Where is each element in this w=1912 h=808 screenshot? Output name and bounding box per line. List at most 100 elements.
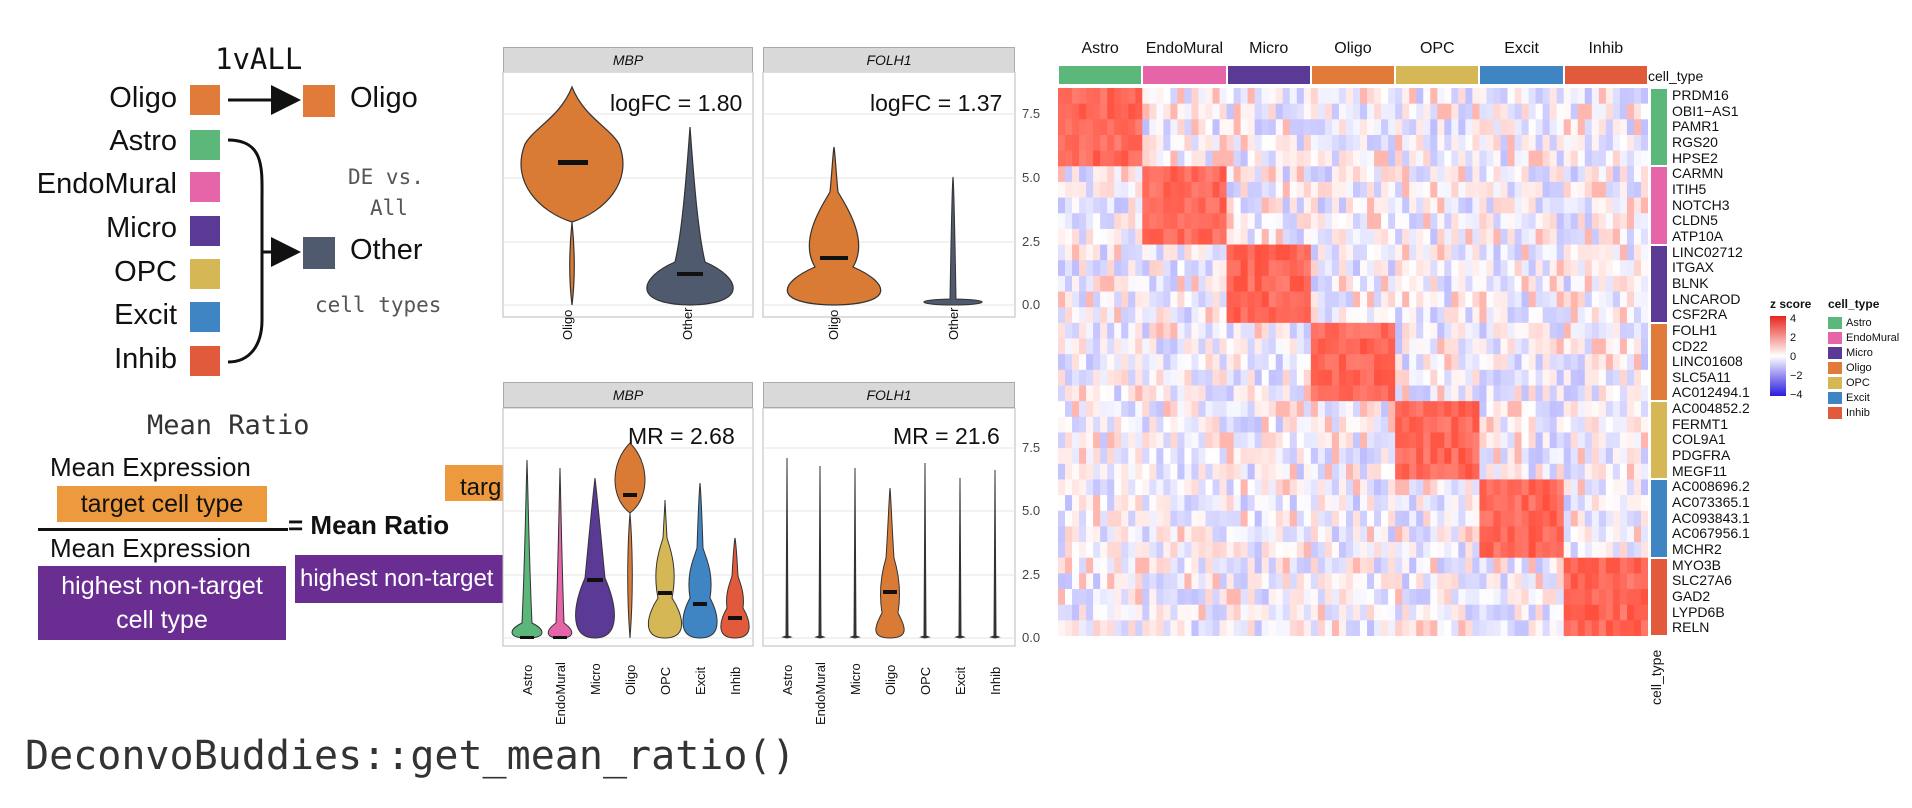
heatmap-cell (1275, 307, 1284, 324)
heatmap-cell (1549, 416, 1558, 433)
heatmap-cell (1163, 385, 1171, 402)
heatmap-cell (1619, 322, 1628, 339)
heatmap-cell (1226, 432, 1234, 449)
heatmap-cell (1331, 134, 1340, 152)
heatmap-cell (1570, 197, 1579, 214)
heatmap-cell (1472, 322, 1480, 339)
legend-zscore-tick: −4 (1790, 389, 1803, 401)
heatmap-cell (1507, 448, 1515, 465)
heatmap-cell (1261, 197, 1270, 214)
heatmap-cell (1514, 526, 1522, 543)
heatmap-cell (1135, 620, 1143, 636)
heatmap-cell (1324, 432, 1333, 449)
heatmap-cell (1535, 542, 1544, 559)
heatmap-cell (1226, 589, 1234, 606)
heatmap-cell (1598, 150, 1607, 167)
heatmap-cell (1198, 604, 1206, 621)
heatmap-cell (1331, 244, 1340, 261)
heatmap-cell (1233, 213, 1242, 230)
heatmap-cell (1591, 448, 1600, 465)
heatmap-cell (1121, 260, 1129, 277)
heatmap-cell (1107, 103, 1115, 120)
heatmap-cell (1345, 197, 1354, 214)
xlab-b2-inhib: Inhib (988, 666, 1003, 695)
heatmap-cell (1170, 479, 1178, 496)
heatmap-cell (1135, 510, 1143, 527)
heatmap-cell (1268, 573, 1277, 590)
heatmap-cell (1086, 88, 1094, 105)
heatmap-cell (1409, 260, 1417, 277)
heatmap-cell (1402, 213, 1410, 230)
heatmap-cell (1093, 432, 1101, 449)
heatmap-cell (1549, 88, 1558, 105)
heatmap-cell (1423, 291, 1431, 308)
heatmap-cell (1254, 401, 1263, 418)
heatmap-cell (1535, 369, 1544, 386)
heatmap-cell (1640, 197, 1648, 214)
heatmap-cell (1170, 197, 1178, 214)
heatmap-cell (1367, 244, 1375, 261)
heatmap-cell (1128, 197, 1136, 214)
heatmap-cell (1507, 526, 1515, 543)
heatmap-cell (1100, 291, 1108, 308)
heatmap-cell (1114, 213, 1122, 230)
heatmap-cell (1521, 510, 1529, 527)
heatmap-cell (1430, 307, 1438, 324)
heatmap-cell (1212, 181, 1220, 198)
heatmap-cell (1128, 479, 1136, 496)
heatmap-cell (1100, 385, 1108, 402)
heatmap-cell (1486, 181, 1494, 198)
heatmap-cell (1395, 401, 1403, 418)
heatmap-cell (1198, 557, 1206, 574)
heatmap-cell (1549, 260, 1558, 277)
heatmap-cell (1128, 589, 1136, 606)
heatmap-cell (1219, 448, 1227, 465)
heatmap-cell (1444, 401, 1452, 418)
heatmap-cell (1289, 448, 1298, 465)
heatmap-cell (1317, 260, 1326, 277)
heatmap-cell (1605, 244, 1614, 261)
heatmap-cell (1626, 526, 1635, 543)
heatmap-cell (1479, 495, 1487, 512)
heatmap-cell (1142, 275, 1150, 292)
heatmap-cell (1549, 510, 1558, 527)
heatmap-cell (1205, 103, 1213, 120)
heatmap-cell (1156, 542, 1164, 559)
heatmap-cell (1528, 401, 1537, 418)
heatmap-cell (1331, 181, 1340, 198)
heatmap-cell (1451, 542, 1459, 559)
heatmap-cell (1317, 416, 1326, 433)
heatmap-cell (1219, 557, 1227, 574)
heatmap-cell (1184, 88, 1192, 105)
heatmap-cell (1240, 510, 1249, 527)
heatmap-cell (1605, 620, 1614, 636)
heatmap-cell (1107, 338, 1115, 355)
heatmap-cell (1612, 463, 1621, 480)
heatmap-cell (1177, 479, 1185, 496)
legend-celltype-item-endomural: EndoMural (1828, 331, 1899, 345)
heatmap-cell (1612, 620, 1621, 636)
heatmap-cell (1128, 542, 1136, 559)
heatmap-cell (1367, 338, 1375, 355)
heatmap-cell (1451, 573, 1459, 590)
legend-zscore-tick: 2 (1790, 332, 1797, 344)
heatmap-cell (1640, 448, 1648, 465)
heatmap-cell (1535, 385, 1544, 402)
heatmap-cell (1444, 213, 1452, 230)
heatmap-cell (1542, 150, 1551, 167)
heatmap-cell (1093, 260, 1101, 277)
heatmap-cell (1437, 181, 1445, 198)
heatmap-cell (1549, 369, 1558, 386)
heatmap-cell (1086, 244, 1094, 261)
cell-label-micro: Micro (106, 212, 177, 244)
heatmap-cell (1289, 510, 1298, 527)
heatmap-cell (1170, 228, 1178, 245)
heatmap-cell (1367, 228, 1375, 245)
heatmap-cell (1177, 275, 1185, 292)
heatmap-cell (1388, 88, 1396, 105)
heatmap-cell (1149, 213, 1157, 230)
heatmap-cell (1402, 573, 1410, 590)
heatmap-cell (1324, 620, 1333, 636)
heatmap-cell (1549, 557, 1558, 574)
heatmap-cell (1261, 213, 1270, 230)
